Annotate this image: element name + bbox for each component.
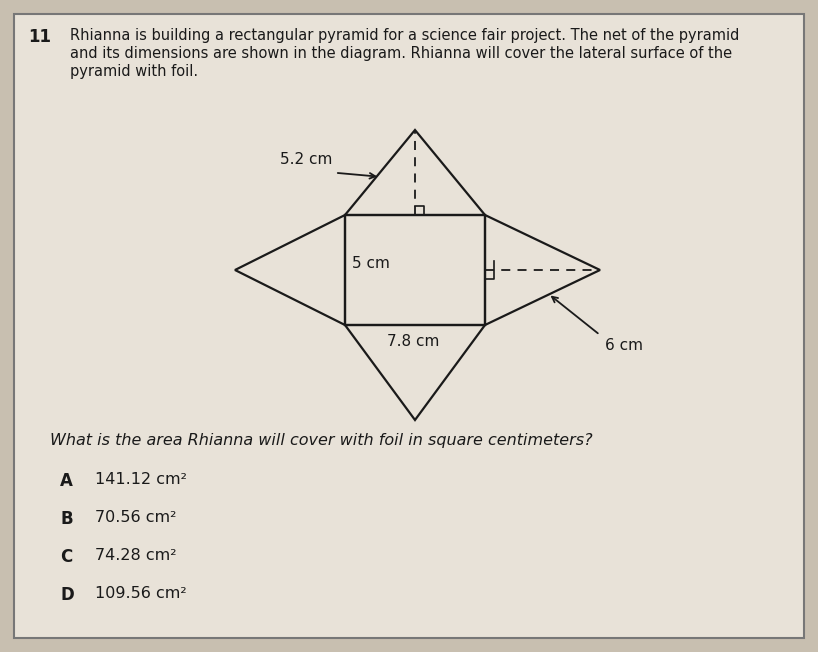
Text: 74.28 cm²: 74.28 cm² xyxy=(95,548,177,563)
Text: Rhianna is building a rectangular pyramid for a science fair project. The net of: Rhianna is building a rectangular pyrami… xyxy=(70,28,739,43)
Text: 7.8 cm: 7.8 cm xyxy=(387,334,439,349)
Text: pyramid with foil.: pyramid with foil. xyxy=(70,64,198,79)
Text: 5.2 cm: 5.2 cm xyxy=(280,153,332,168)
Text: 11: 11 xyxy=(28,28,51,46)
Text: 6 cm: 6 cm xyxy=(605,338,643,353)
Text: 5 cm: 5 cm xyxy=(352,256,390,271)
Text: 70.56 cm²: 70.56 cm² xyxy=(95,510,177,525)
FancyBboxPatch shape xyxy=(14,14,804,638)
Text: 141.12 cm²: 141.12 cm² xyxy=(95,472,187,487)
Text: A: A xyxy=(60,472,73,490)
Text: D: D xyxy=(60,586,74,604)
Text: What is the area Rhianna will cover with foil in square centimeters?: What is the area Rhianna will cover with… xyxy=(50,433,592,448)
Text: 109.56 cm²: 109.56 cm² xyxy=(95,586,187,601)
Text: B: B xyxy=(60,510,73,528)
Text: C: C xyxy=(60,548,72,566)
Text: and its dimensions are shown in the diagram. Rhianna will cover the lateral surf: and its dimensions are shown in the diag… xyxy=(70,46,732,61)
